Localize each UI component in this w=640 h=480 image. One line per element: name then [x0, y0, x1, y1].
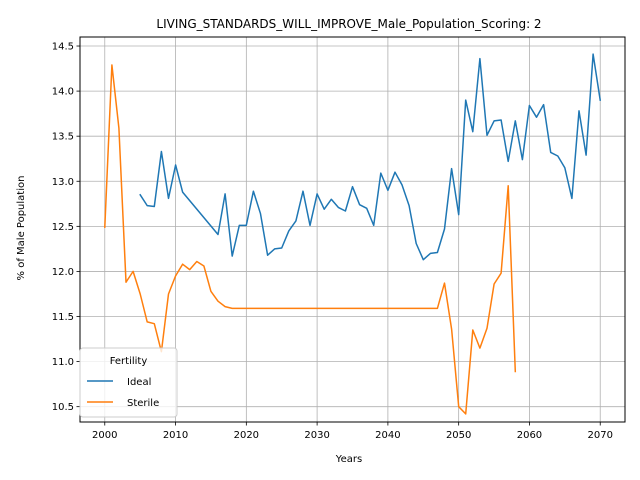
x-tick-label: 2030	[304, 430, 329, 441]
y-tick-label: 11.0	[52, 357, 74, 368]
y-tick-label: 13.5	[52, 132, 74, 143]
y-tick-label: 14.0	[52, 87, 74, 98]
x-axis-label: Years	[335, 454, 362, 465]
y-tick-label: 12.5	[52, 222, 74, 233]
legend-label-sterile: Sterile	[127, 398, 159, 409]
y-tick-label: 14.5	[52, 42, 74, 53]
series-line-ideal	[139, 53, 602, 261]
chart-title: LIVING_STANDARDS_WILL_IMPROVE_Male_Popul…	[156, 17, 541, 31]
y-axis-label: % of Male Population	[16, 176, 27, 281]
ticks: 2000 2010 2020 2030 2040 2050 2060 2070 10.5 11.0…	[52, 42, 613, 441]
y-tick-label: 10.5	[52, 402, 74, 413]
legend-title: Fertility	[110, 356, 148, 367]
x-tick-label: 2040	[375, 430, 400, 441]
y-tick-label: 11.5	[52, 312, 74, 323]
x-tick-label: 2060	[517, 430, 542, 441]
legend-label-ideal: Ideal	[127, 377, 151, 388]
x-tick-label: 2050	[446, 430, 471, 441]
series-group	[104, 53, 602, 415]
x-tick-label: 2020	[234, 430, 259, 441]
x-tick-label: 2010	[163, 430, 188, 441]
x-tick-label: 2070	[588, 430, 613, 441]
x-tick-label: 2000	[92, 430, 117, 441]
y-tick-label: 13.0	[52, 177, 74, 188]
legend: Fertility Ideal Sterile	[79, 347, 178, 418]
y-tick-label: 12.0	[52, 267, 74, 278]
legend-box	[79, 347, 178, 418]
plot-frame	[79, 36, 626, 423]
series-line-sterile	[104, 64, 517, 415]
